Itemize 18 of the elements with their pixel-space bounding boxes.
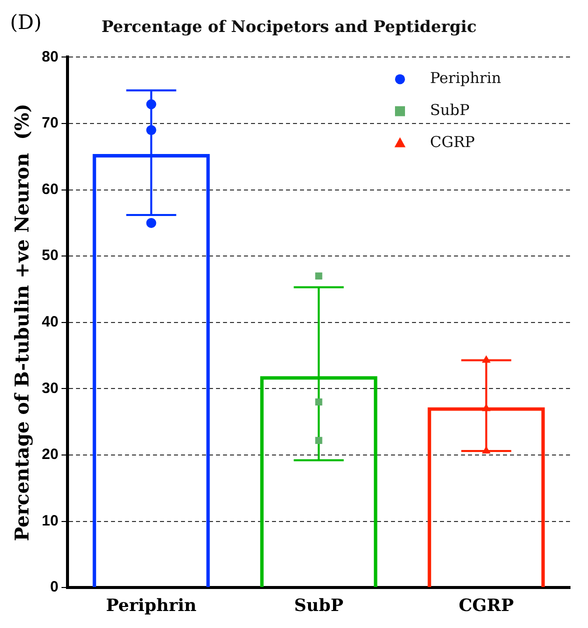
y-tick-label: 20 xyxy=(42,446,58,464)
y-tick-label: 0 xyxy=(50,578,58,596)
y-tick-label: 30 xyxy=(42,380,58,397)
legend-label: CGRP xyxy=(430,133,475,152)
y-tick-label: 80 xyxy=(42,48,58,66)
text: (D) xyxy=(10,10,42,34)
y-tick-label: 60 xyxy=(42,180,58,198)
x-tick-label: CGRP xyxy=(458,596,514,616)
y-tick-label: 40 xyxy=(42,314,58,331)
y-tick-label: 70 xyxy=(42,114,58,132)
x-tick-label: SubP xyxy=(294,596,344,616)
chart-title: Percentage of Nocipetors and Peptidergic xyxy=(101,16,477,36)
y-tick-label: 50 xyxy=(42,247,58,264)
legend-label: SubP xyxy=(430,101,470,120)
x-tick-label: Periphrin xyxy=(106,596,197,616)
legend-label: Periphrin xyxy=(430,69,502,88)
y-axis-title: Percentage of B-tubulin +ve Neuron (%) xyxy=(11,104,34,542)
y-tick-label: 10 xyxy=(42,512,58,530)
